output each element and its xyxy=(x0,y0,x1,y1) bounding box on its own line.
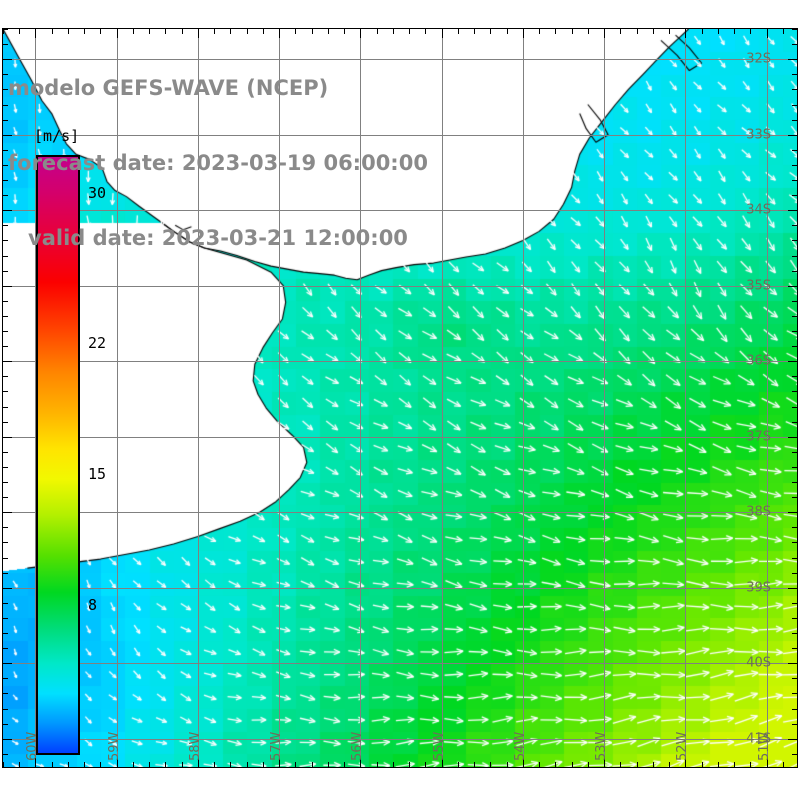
wind-field-raster xyxy=(3,29,797,767)
colorbar-tick-label: 15 xyxy=(88,464,107,483)
colorbar-tick-label: 30 xyxy=(88,183,107,202)
colorbar-tick-label: 8 xyxy=(88,596,98,614)
map-plot-area: 60W 59W 58W 57W 56W 55W 54W 53W 52W 51W 32S 33S 34S… xyxy=(2,28,798,768)
colorbar: [m/s] 30 22 15 8 xyxy=(34,127,106,755)
colorbar-unit-label: [m/s] xyxy=(34,127,80,145)
colorbar-tick-label: 22 xyxy=(88,333,107,352)
colorbar-gradient xyxy=(36,155,80,755)
